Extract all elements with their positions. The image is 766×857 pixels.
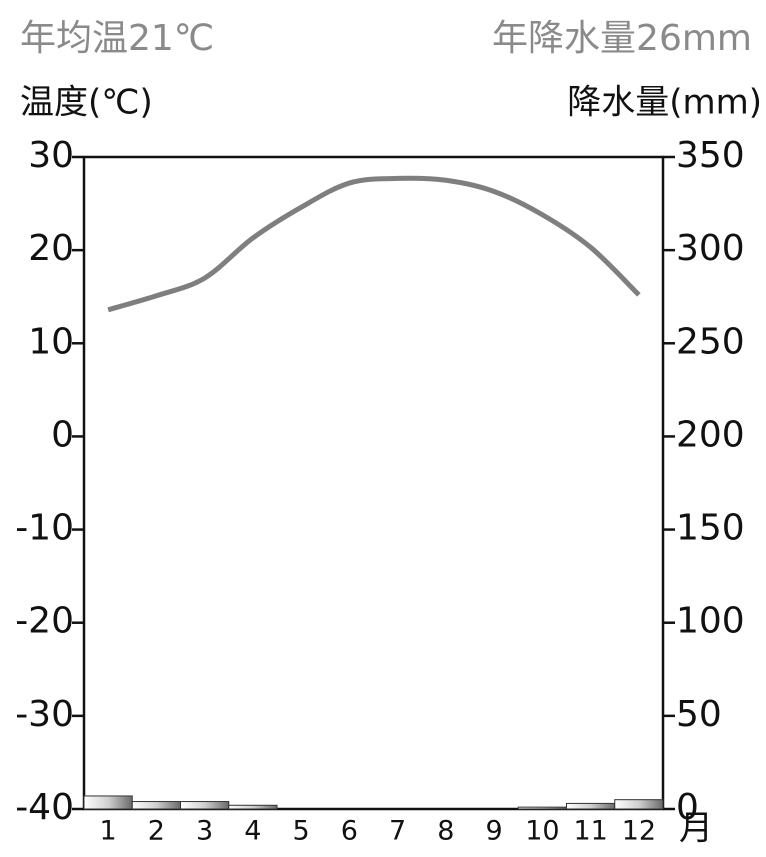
- x-tick-label: 7: [389, 816, 406, 847]
- y2-tick-label: 100: [676, 601, 745, 642]
- y-tick-label: 30: [28, 135, 74, 176]
- x-tick-label: 12: [622, 816, 656, 847]
- precipitation-bar: [228, 804, 278, 810]
- plot-frame: [82, 155, 665, 811]
- x-tick-label: 8: [437, 816, 454, 847]
- x-tick-label: 5: [293, 816, 310, 847]
- precipitation-bar: [566, 802, 616, 810]
- chart-title: 年均温21℃: [20, 18, 214, 59]
- precipitation-bar: [83, 795, 133, 810]
- y2-axis-label: 降水量(mm): [567, 83, 762, 123]
- x-tick-label: 10: [525, 816, 559, 847]
- precipitation-bar: [131, 801, 181, 810]
- y-axis-label: 温度(℃): [20, 83, 153, 123]
- x-tick-label: 9: [486, 816, 503, 847]
- x-axis-label: 月: [679, 809, 713, 849]
- y-tick-label: 20: [28, 228, 74, 269]
- y2-tick-label: 50: [676, 694, 722, 735]
- temperature-line: [107, 175, 641, 313]
- x-tick-label: 1: [100, 816, 117, 847]
- y2-tick-label: 300: [676, 228, 745, 269]
- x-tick-label: 6: [341, 816, 358, 847]
- y-tick-label: 10: [28, 321, 74, 362]
- y-tick-label: -20: [15, 601, 74, 642]
- y2-tick-label: 350: [676, 135, 745, 176]
- precipitation-bar: [517, 806, 567, 810]
- y2-tick-label: 150: [676, 508, 745, 549]
- y-tick-label: 0: [51, 414, 74, 455]
- x-tick-label: 11: [573, 816, 607, 847]
- y-tick-label: -10: [15, 508, 74, 549]
- y2-tick-label: 0: [676, 787, 699, 828]
- x-tick-label: 3: [196, 816, 213, 847]
- y2-tick-label: 250: [676, 321, 745, 362]
- chart-subtitle: 年降水量26mm: [492, 18, 752, 59]
- y-tick-label: -30: [15, 694, 74, 735]
- precipitation-bar: [180, 801, 230, 810]
- y-tick-label: -40: [15, 787, 74, 828]
- x-tick-label: 4: [244, 816, 261, 847]
- x-tick-label: 2: [148, 816, 165, 847]
- y2-tick-label: 200: [676, 414, 745, 455]
- precipitation-bar: [614, 799, 664, 810]
